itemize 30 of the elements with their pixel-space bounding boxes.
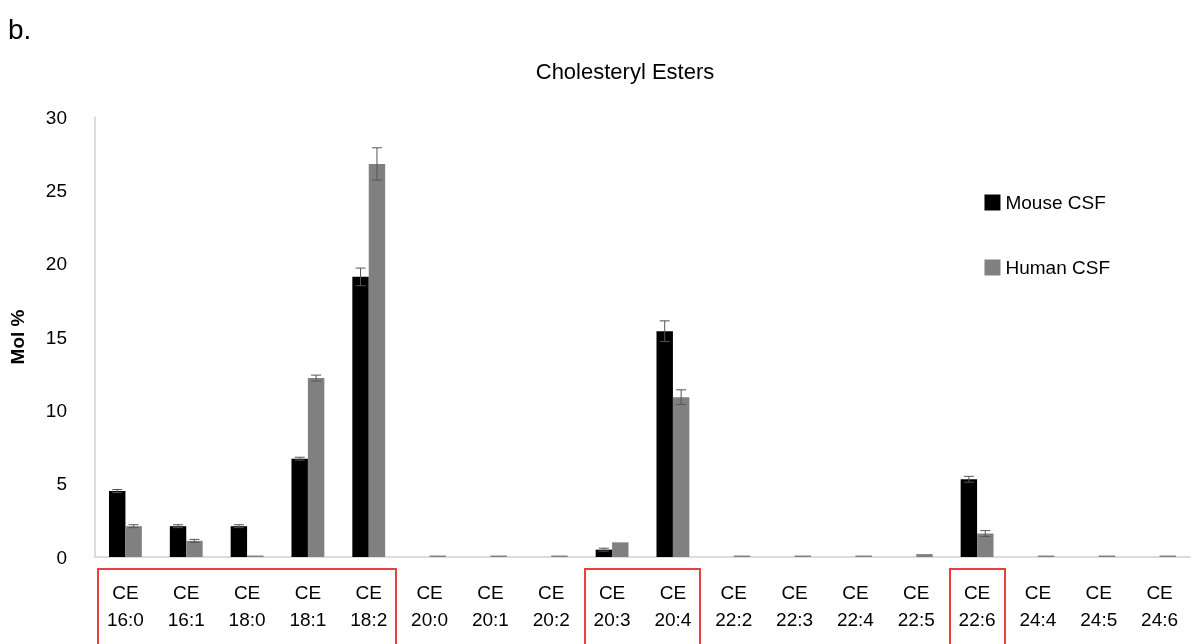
x-tick-label: CE 20:4 xyxy=(654,582,692,630)
y-tick-label: 5 xyxy=(56,473,67,495)
x-tick-label: CE 22:5 xyxy=(897,582,935,630)
x-tick-label: CE 20:2 xyxy=(532,582,570,630)
y-tick-label: 15 xyxy=(45,326,67,348)
x-tick-label: CE 22:3 xyxy=(776,582,814,630)
x-tick-label: CE 22:2 xyxy=(715,582,753,630)
legend-label: Mouse CSF xyxy=(1005,192,1106,213)
x-tick-label: CE 24:6 xyxy=(1141,582,1179,630)
x-tick-label: CE 18:0 xyxy=(228,582,266,630)
x-tick-label: CE 24:5 xyxy=(1080,582,1118,630)
y-tick-label: 0 xyxy=(56,546,67,568)
x-tick-label: CE 24:4 xyxy=(1019,582,1057,630)
x-tick-label: CE 22:6 xyxy=(958,582,996,630)
x-tick-label: CE 18:2 xyxy=(350,582,388,630)
y-tick-label: 20 xyxy=(45,253,67,275)
y-tick-label: 10 xyxy=(45,399,67,421)
legend-label: Human CSF xyxy=(1005,257,1110,278)
x-tick-label: CE 20:3 xyxy=(593,582,631,630)
x-tick-label: CE 22:4 xyxy=(836,582,875,630)
chart-title: Cholesteryl Esters xyxy=(535,58,715,84)
x-tick-label: CE 20:1 xyxy=(471,582,509,630)
text: b. xyxy=(8,14,32,46)
x-tick-label: CE 16:1 xyxy=(167,582,205,630)
y-tick-label: 30 xyxy=(45,106,67,128)
x-tick-label: CE 18:1 xyxy=(289,582,327,630)
x-tick-label: CE 20:0 xyxy=(411,582,449,630)
y-axis-title: Mol % xyxy=(7,309,28,365)
y-tick-label: 25 xyxy=(45,179,67,201)
x-tick-label: CE 16:0 xyxy=(106,582,144,630)
